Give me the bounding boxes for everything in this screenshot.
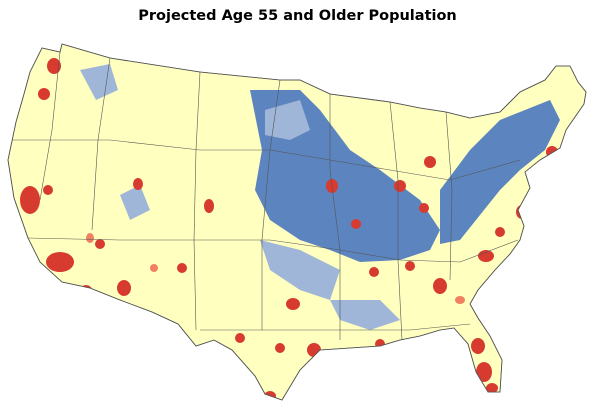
boundary-midwest — [329, 94, 341, 340]
metro-phoenix — [117, 280, 131, 296]
metro-sf-bay — [20, 186, 40, 214]
medlow-region-north — [265, 100, 310, 140]
medhigh-nevada — [86, 233, 94, 243]
metro-new-york — [530, 178, 542, 194]
medhigh-arizona — [150, 264, 158, 272]
metro-el-paso — [235, 333, 245, 343]
medlow-region-south-plains — [260, 240, 340, 300]
metro-kansas-city — [351, 219, 361, 229]
boundary-plains — [261, 79, 281, 330]
metro-seattle — [47, 58, 61, 74]
metro-jacksonville — [471, 338, 485, 354]
metro-atlanta — [433, 278, 447, 294]
metro-albuquerque — [177, 263, 187, 273]
metro-memphis — [369, 267, 379, 277]
medhigh-georgia — [455, 296, 465, 304]
state-boundaries — [12, 51, 521, 341]
metro-nashville — [405, 261, 415, 271]
metro-sacramento — [43, 185, 53, 195]
metro-new-orleans — [375, 339, 385, 349]
metro-washington — [516, 205, 528, 219]
medlow-region-northwest — [80, 64, 118, 100]
medhigh-florida — [464, 367, 472, 377]
medlow-region-mountain — [120, 185, 150, 220]
boundary-middle-latitude — [27, 237, 519, 263]
metro-boston — [546, 146, 558, 158]
metro-portland — [38, 88, 50, 100]
metro-los-angeles — [46, 252, 74, 272]
metro-las-vegas — [95, 239, 105, 249]
metro-florida-central — [476, 362, 492, 382]
boundary-east-midwest — [445, 111, 453, 281]
metro-michigan — [424, 156, 436, 168]
choropleth-layer — [20, 58, 560, 400]
metro-charlotte — [478, 250, 494, 262]
boundary-west-coast-inner — [39, 51, 61, 201]
boundary-southern-latitude — [200, 323, 471, 331]
metro-san-antonio — [275, 343, 285, 353]
metro-indianapolis — [419, 203, 429, 213]
boundary-mountain — [193, 71, 201, 331]
medlow-region-gulf — [330, 300, 400, 330]
metro-miami — [486, 383, 498, 393]
metro-dallas — [286, 298, 300, 310]
metro-houston — [307, 343, 321, 357]
metro-chicago — [394, 180, 406, 192]
metro-denver — [204, 199, 214, 213]
low-region-appalachia — [440, 100, 560, 244]
map-title: Projected Age 55 and Older Population — [138, 8, 457, 24]
boundary-northern-latitude — [12, 139, 521, 181]
metro-raleigh — [495, 227, 505, 237]
boundary-mississippi — [389, 101, 403, 341]
metro-salt-lake — [133, 178, 143, 190]
